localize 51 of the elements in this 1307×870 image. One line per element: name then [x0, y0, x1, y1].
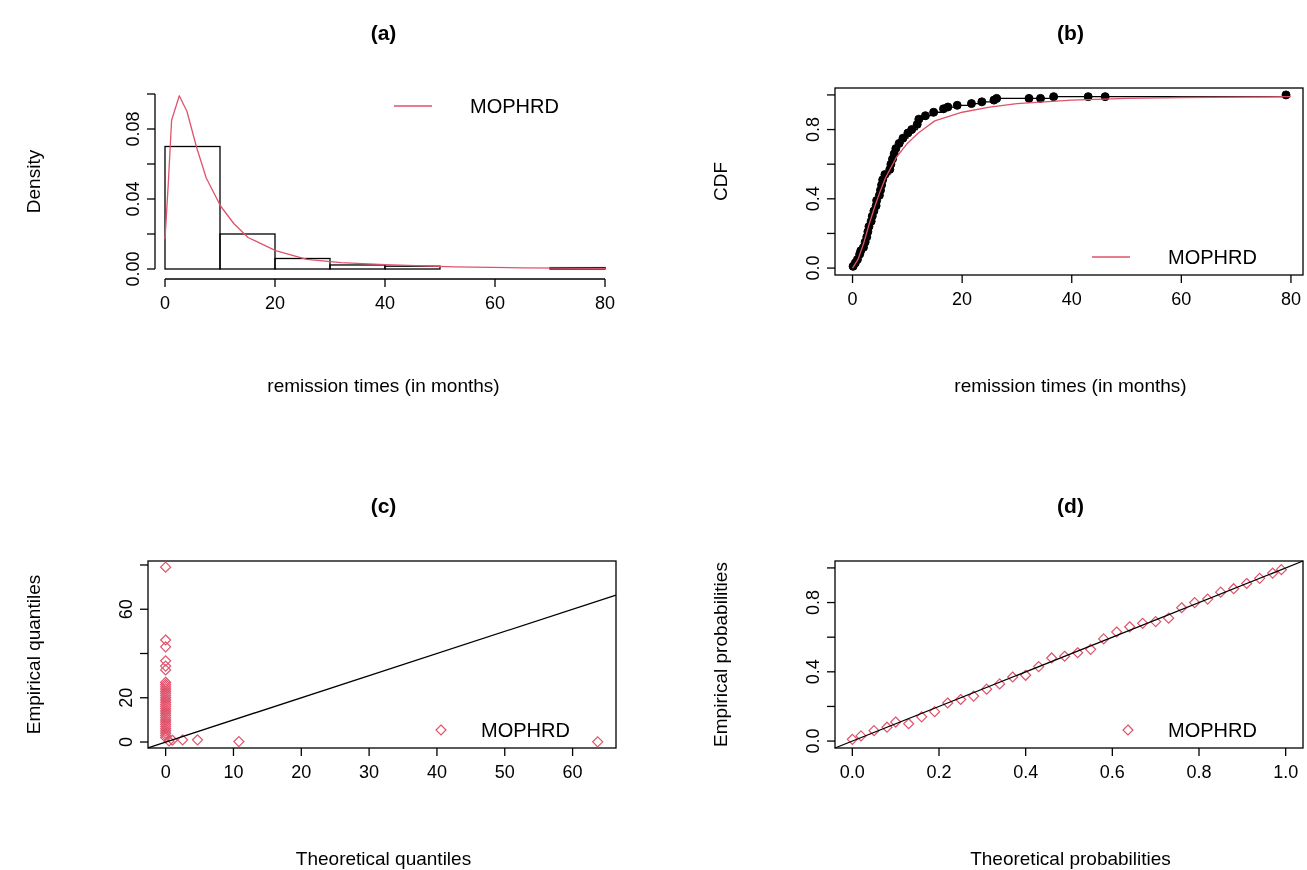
x-tick-label: 80	[1280, 289, 1301, 309]
x-axis-title: Theoretical quantiles	[295, 848, 472, 869]
x-tick-label: 60	[562, 762, 583, 782]
legend-label: MOPHRD	[481, 719, 570, 741]
y-axis-title: CDF	[710, 161, 731, 202]
y-tick-label: 0.08	[123, 111, 143, 147]
x-tick-label: 1.0	[1273, 762, 1299, 782]
x-axis-title: remission times (in months)	[954, 375, 1187, 396]
y-tick-label: 0.04	[123, 181, 143, 217]
x-tick-label: 0.4	[1013, 762, 1039, 782]
y-tick-label: 0.0	[803, 255, 823, 281]
x-tick-label: 40	[1061, 289, 1082, 309]
y-axis-title: Density	[23, 149, 44, 214]
y-tick-label: 0.00	[123, 251, 143, 287]
y-axis-title: Empirical probabilities	[710, 562, 731, 747]
legend-label: MOPHRD	[470, 95, 559, 117]
chart-title: (c)	[370, 494, 397, 517]
x-tick-label: 30	[359, 762, 380, 782]
x-tick-label: 0.0	[839, 762, 865, 782]
x-tick-label: 60	[484, 293, 506, 313]
x-tick-label: 40	[374, 293, 396, 313]
y-tick-label: 60	[116, 599, 136, 620]
x-axis-title: Theoretical probabilities	[970, 848, 1171, 869]
y-tick-label: 20	[116, 687, 136, 708]
y-tick-label: 0.8	[803, 117, 823, 143]
y-tick-label: 0.4	[803, 186, 823, 212]
y-tick-label: 0	[116, 737, 136, 748]
x-tick-label: 0	[847, 289, 858, 309]
y-tick-label: 0.0	[803, 728, 823, 754]
y-tick-label: 0.4	[803, 659, 823, 685]
x-axis-title: remission times (in months)	[267, 375, 500, 396]
x-tick-label: 50	[494, 762, 515, 782]
x-tick-label: 0.6	[1099, 762, 1125, 782]
x-tick-label: 10	[223, 762, 244, 782]
x-tick-label: 60	[1171, 289, 1192, 309]
x-tick-label: 0	[160, 762, 171, 782]
x-tick-label: 20	[952, 289, 973, 309]
x-tick-label: 0.2	[926, 762, 952, 782]
y-axis-title: Empirical quantiles	[23, 574, 44, 735]
x-tick-label: 0.8	[1186, 762, 1212, 782]
x-tick-label: 20	[291, 762, 312, 782]
y-tick-label: 0.8	[803, 590, 823, 616]
x-tick-label: 80	[594, 293, 616, 313]
legend-label: MOPHRD	[1168, 719, 1257, 741]
chart-title: (d)	[1057, 494, 1084, 517]
x-tick-label: 40	[426, 762, 447, 782]
x-tick-label: 20	[264, 293, 286, 313]
legend-label: MOPHRD	[1168, 246, 1257, 268]
x-tick-label: 0	[159, 293, 171, 313]
chart-title: (b)	[1057, 21, 1084, 44]
chart-title: (a)	[370, 21, 397, 44]
